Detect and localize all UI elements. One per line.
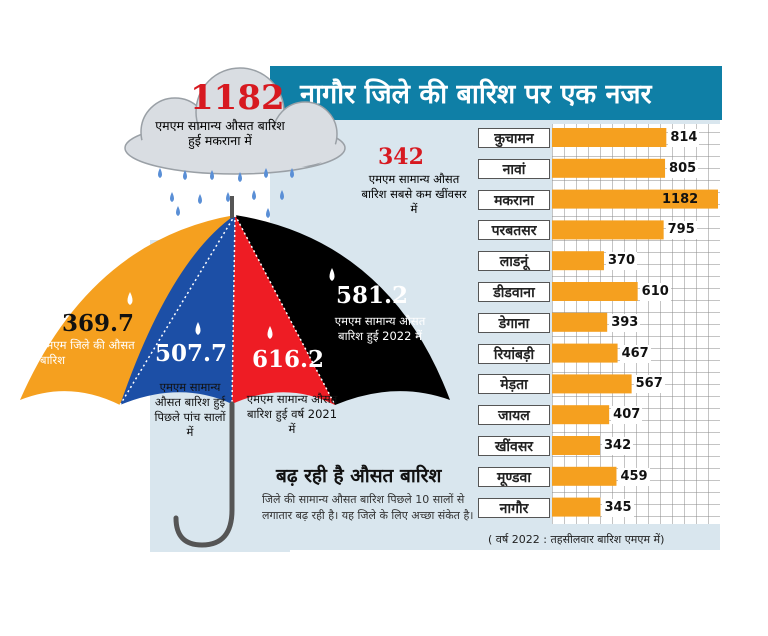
bar-value-label: 814 bbox=[668, 129, 700, 147]
bar-series bbox=[552, 128, 718, 517]
title-bar bbox=[270, 66, 722, 120]
bar-10 bbox=[552, 436, 601, 455]
bar-category-label: लाडनूं bbox=[478, 251, 550, 272]
bar-value-label: 467 bbox=[619, 344, 651, 363]
cloud-value: 1182 bbox=[190, 78, 285, 118]
raindrop-icons bbox=[158, 168, 294, 218]
bar-category-label: खींवसर bbox=[478, 436, 550, 456]
section-body: जिले की सामान्य औसत बारिश पिछले 10 सालों… bbox=[262, 493, 474, 522]
bar-value-label: 345 bbox=[602, 498, 634, 517]
bar-2 bbox=[552, 189, 718, 209]
bar-category-label: रियांबड़ी bbox=[478, 343, 550, 364]
bar-5 bbox=[552, 282, 638, 301]
bar-0 bbox=[552, 128, 667, 147]
bar-category-label: नागौर bbox=[478, 497, 550, 518]
bar-3 bbox=[552, 220, 664, 240]
bar-category-label: कुचामन bbox=[478, 128, 550, 148]
bar-value-label: 795 bbox=[665, 221, 697, 240]
bar-category-label: डीडवाना bbox=[478, 282, 550, 302]
bar-value-label: 393 bbox=[609, 313, 641, 332]
bar-12 bbox=[552, 497, 601, 517]
bar-value-label: 370 bbox=[605, 252, 638, 271]
bar-4 bbox=[552, 251, 604, 271]
bar-11 bbox=[552, 466, 617, 486]
bar-category-label: मूण्डवा bbox=[478, 466, 550, 487]
section-heading: बढ़ रही है औसत बारिश bbox=[276, 465, 442, 487]
umbrella-value-district: 369.7 bbox=[62, 310, 135, 337]
bar-category-label: डेगाना bbox=[478, 312, 550, 333]
umbrella-value-five-years: 507.7 bbox=[155, 340, 228, 367]
cloud-icon bbox=[124, 67, 346, 175]
cloud-note: एमएम सामान्य औसत बारिश हुई मकराना में bbox=[155, 118, 285, 148]
umbrella-note-2021: एमएम सामान्य औसत बारिश हुई वर्ष 2021 में bbox=[246, 392, 338, 436]
umbrella-handle bbox=[173, 401, 235, 548]
bar-category-label: जायल bbox=[478, 405, 550, 426]
lowest-value: 342 bbox=[378, 144, 424, 170]
bar-6 bbox=[552, 312, 608, 332]
bar-value-label: 459 bbox=[618, 467, 650, 486]
bar-7 bbox=[552, 343, 618, 363]
bar-1 bbox=[552, 158, 666, 178]
bar-value-label: 342 bbox=[602, 437, 634, 455]
umbrella-value-2021: 616.2 bbox=[252, 346, 325, 373]
umbrella-value-2022: 581.2 bbox=[336, 282, 409, 309]
lowest-note: एमएम सामान्य औसत बारिश सबसे कम खींवसर मे… bbox=[361, 172, 467, 216]
bar-value-label: 805 bbox=[667, 159, 699, 178]
bar-category-label: मकराना bbox=[478, 189, 550, 210]
bar-category-label: मेड़ता bbox=[478, 374, 550, 395]
umbrella bbox=[20, 196, 450, 548]
umbrella-note-2022: एमएम सामान्य औसत बारिश हुई 2022 में bbox=[334, 314, 426, 343]
umbrella-note-district: एमएम जिले की औसत बारिश bbox=[40, 338, 135, 367]
bar-category-label: परबतसर bbox=[478, 220, 550, 241]
umbrella-panel-orange bbox=[20, 215, 235, 405]
umbrella-panel-black bbox=[235, 215, 450, 405]
umbrella-note-five-years: एमएम सामान्य औसत बारिश हुई पिछले पांच सा… bbox=[154, 380, 226, 439]
bar-value-label: 1182 bbox=[662, 191, 699, 207]
bar-9 bbox=[552, 405, 610, 425]
bar-value-label: 407 bbox=[611, 406, 643, 425]
bar-8 bbox=[552, 374, 632, 394]
chart-footnote: ( वर्ष 2022 : तहसीलवार बारिश एमएम में) bbox=[488, 533, 665, 546]
bar-category-label: नावां bbox=[478, 158, 550, 179]
bar-value-label: 610 bbox=[639, 283, 671, 301]
page-title: नागौर जिले की बारिश पर एक नजर bbox=[300, 79, 652, 110]
bar-value-label: 567 bbox=[633, 375, 665, 394]
